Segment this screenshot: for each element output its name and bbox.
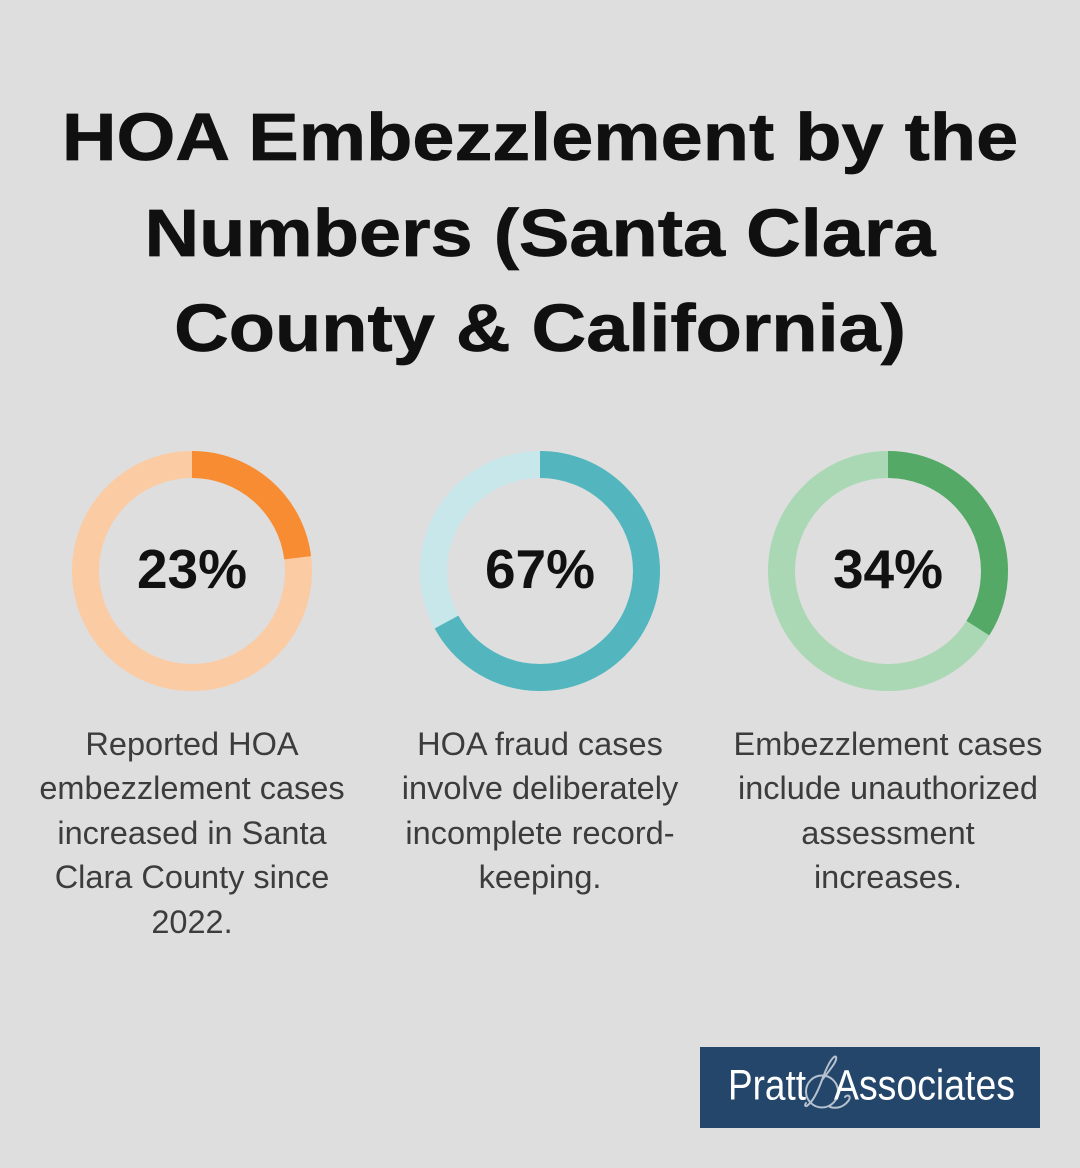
svg-text:Associates: Associates <box>834 1062 1015 1110</box>
svg-text:Pratt: Pratt <box>728 1062 806 1110</box>
